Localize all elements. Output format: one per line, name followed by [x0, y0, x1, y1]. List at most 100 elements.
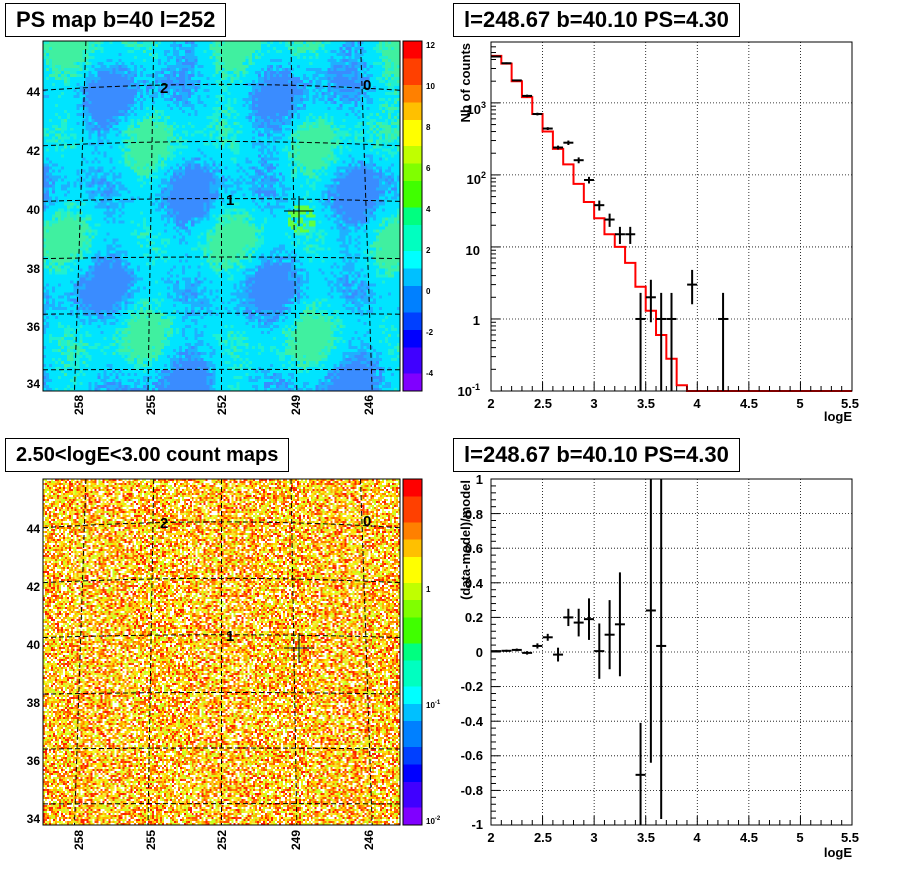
- spectrum-xtick-label: 5.5: [841, 396, 859, 411]
- ps-map-xtick-label: 258: [72, 395, 86, 415]
- ps-map-region-label: 1: [226, 192, 234, 209]
- spectrum-ytick-base: 1: [473, 313, 480, 328]
- count-map-ytick-label: 38: [27, 696, 41, 710]
- ps-map-ytick-label: 36: [27, 320, 41, 334]
- residual-ytick-label: 1: [476, 472, 483, 487]
- residual-ytick-label: 0.8: [465, 507, 483, 522]
- ps-map-xtick-label: 249: [289, 395, 303, 415]
- residual-ytick-label: -1: [471, 817, 483, 832]
- residual-gridlines: [491, 479, 852, 825]
- count-map-colorbar-frame: [402, 478, 423, 826]
- graticule-longitude-line: [290, 40, 298, 392]
- count-map-colorbar-label: 1: [426, 585, 431, 594]
- count-map-xtick-label: 246: [362, 830, 376, 850]
- count-map-xtick-label: 255: [144, 830, 158, 850]
- graticule-latitude-line: [42, 198, 401, 202]
- count-map-ytick-label: 40: [27, 638, 41, 652]
- residual-ytick-label: -0.6: [461, 748, 483, 763]
- count-map-ytick-label: 44: [27, 522, 41, 536]
- spectrum-ytick-exponent: 3: [481, 100, 486, 110]
- count-map-colorbar-exponent: -1: [435, 700, 441, 706]
- count-map-colorbar-base: 1: [426, 585, 431, 594]
- count-map-region-label: 0: [363, 513, 371, 530]
- ps-map-xtick-label: 252: [215, 395, 229, 415]
- spectrum-title: l=248.67 b=40.10 PS=4.30: [453, 3, 740, 37]
- ps-map-colorbar-label: -4: [426, 369, 434, 378]
- ps-map-ytick-label: 44: [27, 85, 41, 99]
- spectrum-ytick-label: 102: [467, 170, 486, 187]
- graticule-latitude-line: [42, 691, 401, 695]
- graticule-latitude-line: [42, 747, 401, 750]
- spectrum-xtick-label: 5: [796, 396, 803, 411]
- ps-map-colorbar-label: 6: [426, 164, 431, 173]
- spectrum-ytick-label: 103: [467, 100, 486, 117]
- count-map-colorbar-base: 10: [426, 701, 435, 710]
- residual-ytick-label: 0.4: [465, 576, 484, 591]
- graticule-longitude-line: [359, 478, 373, 826]
- spectrum-ytick-base: 10: [458, 384, 472, 399]
- graticule-longitude-line: [147, 478, 155, 826]
- residual-x-axis-label: logE: [824, 845, 852, 860]
- count-map-colorbar-base: 10: [426, 817, 435, 826]
- ps-map-colorbar-label: -2: [426, 328, 434, 337]
- count-map-colorbar: [403, 479, 422, 825]
- residual-ytick-label: -0.8: [461, 783, 483, 798]
- residual-xtick-label: 2.5: [534, 830, 552, 845]
- ps-map-colorbar: [403, 41, 422, 391]
- ps-map-graticule: [42, 40, 401, 392]
- spectrum-ytick-base: 10: [466, 243, 480, 258]
- residual-title: l=248.67 b=40.10 PS=4.30: [453, 438, 740, 472]
- ps-map-ytick-label: 42: [27, 144, 41, 158]
- count-map-colorbar-exponent: -2: [435, 816, 441, 822]
- residual-xtick-label: 5.5: [841, 830, 859, 845]
- ps-map-region-label: 2: [160, 80, 168, 97]
- ps-map-ytick-label: 38: [27, 262, 41, 276]
- ps-map-colorbar-label: 2: [426, 246, 431, 255]
- count-map-source-marker: [284, 633, 314, 663]
- spectrum-xtick-label: 2: [487, 396, 494, 411]
- graticule-longitude-line: [74, 478, 87, 826]
- count-map-xtick-label: 249: [289, 830, 303, 850]
- count-map-ytick-label: 34: [27, 812, 41, 826]
- spectrum-xtick-label: 2.5: [534, 396, 552, 411]
- ps-map-xtick-label: 255: [144, 395, 158, 415]
- ps-map-source-marker: [284, 196, 314, 226]
- count-map-region-label: 2: [160, 515, 168, 532]
- count-map-ytick-label: 42: [27, 580, 41, 594]
- ps-map-ytick-label: 40: [27, 203, 41, 217]
- count-map-xtick-label: 252: [215, 830, 229, 850]
- graticule-latitude-line: [42, 256, 401, 260]
- ps-map-region-label: 0: [363, 77, 371, 94]
- graticule-longitude-line: [147, 40, 155, 392]
- spectrum-ytick-base: 10: [467, 102, 481, 117]
- ps-map-colorbar-label: 10: [426, 82, 435, 91]
- residual-ytick-label: 0: [476, 645, 483, 660]
- ps-map-colorbar-label: 0: [426, 287, 431, 296]
- spectrum-y-axis-label: Nb of counts: [458, 43, 473, 122]
- ps-map-xtick-label: 246: [362, 395, 376, 415]
- residual-xtick-label: 4: [693, 830, 701, 845]
- spectrum-ticks: [490, 41, 853, 392]
- residual-ytick-label: 0.6: [465, 541, 483, 556]
- residual-ytick-label: 0.2: [465, 610, 483, 625]
- residual-xtick-label: 3.5: [637, 830, 655, 845]
- residual-data-points: [491, 479, 667, 825]
- residual-xtick-label: 3: [590, 830, 597, 845]
- ps-map-colorbar-label: 4: [426, 205, 431, 214]
- spectrum-ytick-label: 10-1: [458, 382, 480, 399]
- residual-xtick-label: 5: [796, 830, 803, 845]
- spectrum-ytick-base: 10: [467, 172, 481, 187]
- spectrum-data-points: [491, 55, 729, 391]
- residual-ytick-label: -0.2: [461, 679, 483, 694]
- count-map-title: 2.50<logE<3.00 count maps: [5, 438, 290, 472]
- ps-map-title: PS map b=40 l=252: [5, 3, 227, 37]
- residual-xtick-label: 4.5: [740, 830, 758, 845]
- count-map-graticule: [42, 478, 401, 826]
- residual-xtick-label: 2: [487, 830, 494, 845]
- spectrum-frame: [490, 41, 853, 392]
- graticule-longitude-line: [74, 40, 87, 392]
- ps-map-colorbar-label: 12: [426, 41, 435, 50]
- spectrum-ytick-label: 1: [473, 313, 480, 328]
- count-map-frame: [42, 478, 401, 826]
